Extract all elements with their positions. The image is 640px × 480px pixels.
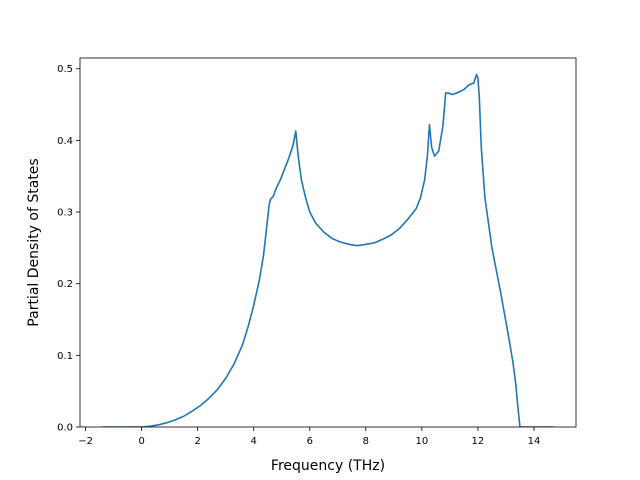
y-axis-ticks: 0.0 0.1 0.2 0.3 0.4 0.5 <box>57 64 80 434</box>
plot-background <box>80 58 576 427</box>
y-tick-label: 0.0 <box>57 423 73 434</box>
y-tick-label: 0.3 <box>57 208 73 219</box>
x-axis-title: Frequency (THz) <box>271 458 385 474</box>
x-tick-label: 14 <box>528 436 541 447</box>
x-tick-label: 4 <box>251 436 257 447</box>
plot-frame <box>79 57 577 428</box>
y-axis-title: Partial Density of States <box>26 158 42 326</box>
x-tick-label: 12 <box>472 436 485 447</box>
y-tick-label: 0.5 <box>57 64 73 75</box>
x-tick-label: 10 <box>416 436 429 447</box>
x-tick-label: 0 <box>138 436 144 447</box>
x-tick-label: 6 <box>307 436 313 447</box>
x-tick-label: −2 <box>78 436 93 447</box>
pdos-series-line <box>102 73 554 427</box>
y-tick-label: 0.2 <box>57 279 73 290</box>
x-tick-label: 8 <box>363 436 369 447</box>
plot-area <box>102 73 554 427</box>
y-tick-label: 0.1 <box>57 351 73 362</box>
x-tick-label: 2 <box>195 436 201 447</box>
y-tick-label: 0.4 <box>57 136 73 147</box>
x-axis-ticks: −2 0 2 4 6 8 10 12 14 <box>78 427 540 447</box>
